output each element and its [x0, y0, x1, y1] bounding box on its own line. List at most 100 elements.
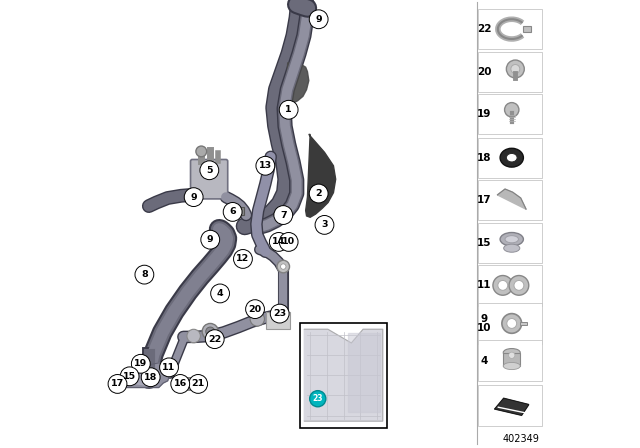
Circle shape: [504, 103, 519, 117]
Circle shape: [310, 391, 326, 407]
Bar: [478, 180, 541, 220]
Text: 6: 6: [229, 207, 236, 216]
Text: 17: 17: [477, 195, 492, 205]
Text: 11: 11: [477, 280, 492, 290]
Polygon shape: [306, 134, 335, 217]
Polygon shape: [348, 333, 380, 412]
Circle shape: [280, 264, 286, 269]
Circle shape: [502, 314, 522, 333]
Circle shape: [315, 215, 334, 234]
Circle shape: [493, 276, 513, 295]
Polygon shape: [323, 220, 332, 229]
Bar: [478, 138, 541, 178]
Text: 11: 11: [163, 363, 175, 372]
Circle shape: [509, 276, 529, 295]
Circle shape: [184, 188, 203, 207]
Bar: [478, 94, 541, 134]
Circle shape: [131, 354, 150, 373]
Ellipse shape: [506, 153, 517, 162]
Circle shape: [202, 323, 218, 340]
Bar: [478, 223, 541, 263]
Ellipse shape: [500, 148, 524, 167]
Circle shape: [309, 10, 328, 29]
Text: 16: 16: [173, 379, 187, 388]
Text: 13: 13: [259, 161, 272, 170]
Circle shape: [120, 367, 139, 386]
Text: 402349: 402349: [502, 434, 540, 444]
FancyBboxPatch shape: [191, 159, 228, 199]
Circle shape: [108, 375, 127, 393]
Text: 7: 7: [280, 211, 287, 220]
Text: 21: 21: [191, 379, 205, 388]
Circle shape: [514, 280, 524, 290]
Ellipse shape: [181, 378, 197, 390]
Text: 3: 3: [321, 220, 328, 229]
Text: 23: 23: [273, 309, 286, 318]
Polygon shape: [495, 398, 529, 415]
Text: 10: 10: [282, 237, 295, 246]
Text: 5: 5: [206, 166, 212, 175]
Ellipse shape: [505, 236, 518, 243]
Text: 17: 17: [111, 379, 124, 388]
Text: 23: 23: [312, 394, 323, 403]
Circle shape: [189, 375, 207, 393]
Bar: [266, 312, 289, 329]
Circle shape: [234, 250, 252, 268]
Bar: [478, 303, 541, 344]
Circle shape: [507, 319, 516, 328]
Circle shape: [211, 284, 230, 303]
Circle shape: [135, 265, 154, 284]
Circle shape: [511, 65, 520, 73]
Circle shape: [498, 280, 508, 290]
Text: 15: 15: [477, 238, 492, 248]
Circle shape: [509, 352, 515, 358]
Text: 14: 14: [272, 237, 285, 246]
Polygon shape: [305, 329, 383, 421]
Text: 9: 9: [190, 193, 197, 202]
Text: 8: 8: [141, 270, 148, 279]
Bar: [300, 323, 387, 428]
Circle shape: [309, 184, 328, 203]
Text: 4: 4: [217, 289, 223, 298]
Circle shape: [274, 206, 292, 224]
Circle shape: [270, 304, 289, 323]
Circle shape: [206, 327, 214, 336]
Text: 9: 9: [207, 235, 214, 244]
Text: 22: 22: [208, 335, 221, 344]
Circle shape: [506, 60, 524, 78]
Ellipse shape: [504, 244, 520, 252]
Circle shape: [256, 156, 275, 175]
Text: 1: 1: [285, 105, 292, 114]
Circle shape: [159, 358, 179, 377]
Circle shape: [141, 368, 160, 387]
Text: 9: 9: [316, 15, 322, 24]
Text: 4: 4: [480, 356, 488, 366]
Circle shape: [279, 233, 298, 251]
Ellipse shape: [503, 349, 520, 357]
Circle shape: [187, 329, 200, 343]
Bar: [234, 207, 244, 215]
Circle shape: [196, 146, 207, 157]
Text: 20: 20: [248, 305, 262, 314]
Text: 19: 19: [134, 359, 147, 368]
Circle shape: [223, 202, 242, 221]
Bar: [478, 265, 541, 306]
Circle shape: [277, 260, 289, 273]
Circle shape: [269, 233, 288, 251]
Bar: [478, 52, 541, 92]
Ellipse shape: [184, 380, 194, 388]
Polygon shape: [125, 363, 170, 388]
Bar: [520, 322, 527, 325]
Circle shape: [205, 330, 224, 349]
Bar: [478, 340, 541, 381]
Bar: [523, 26, 531, 32]
Text: 18: 18: [144, 373, 157, 382]
Polygon shape: [497, 189, 526, 209]
Text: 20: 20: [477, 67, 492, 77]
Circle shape: [246, 300, 264, 319]
Text: 22: 22: [477, 24, 492, 34]
Text: 2: 2: [316, 189, 322, 198]
Ellipse shape: [500, 233, 524, 246]
Text: 15: 15: [123, 372, 136, 381]
Circle shape: [200, 161, 219, 180]
